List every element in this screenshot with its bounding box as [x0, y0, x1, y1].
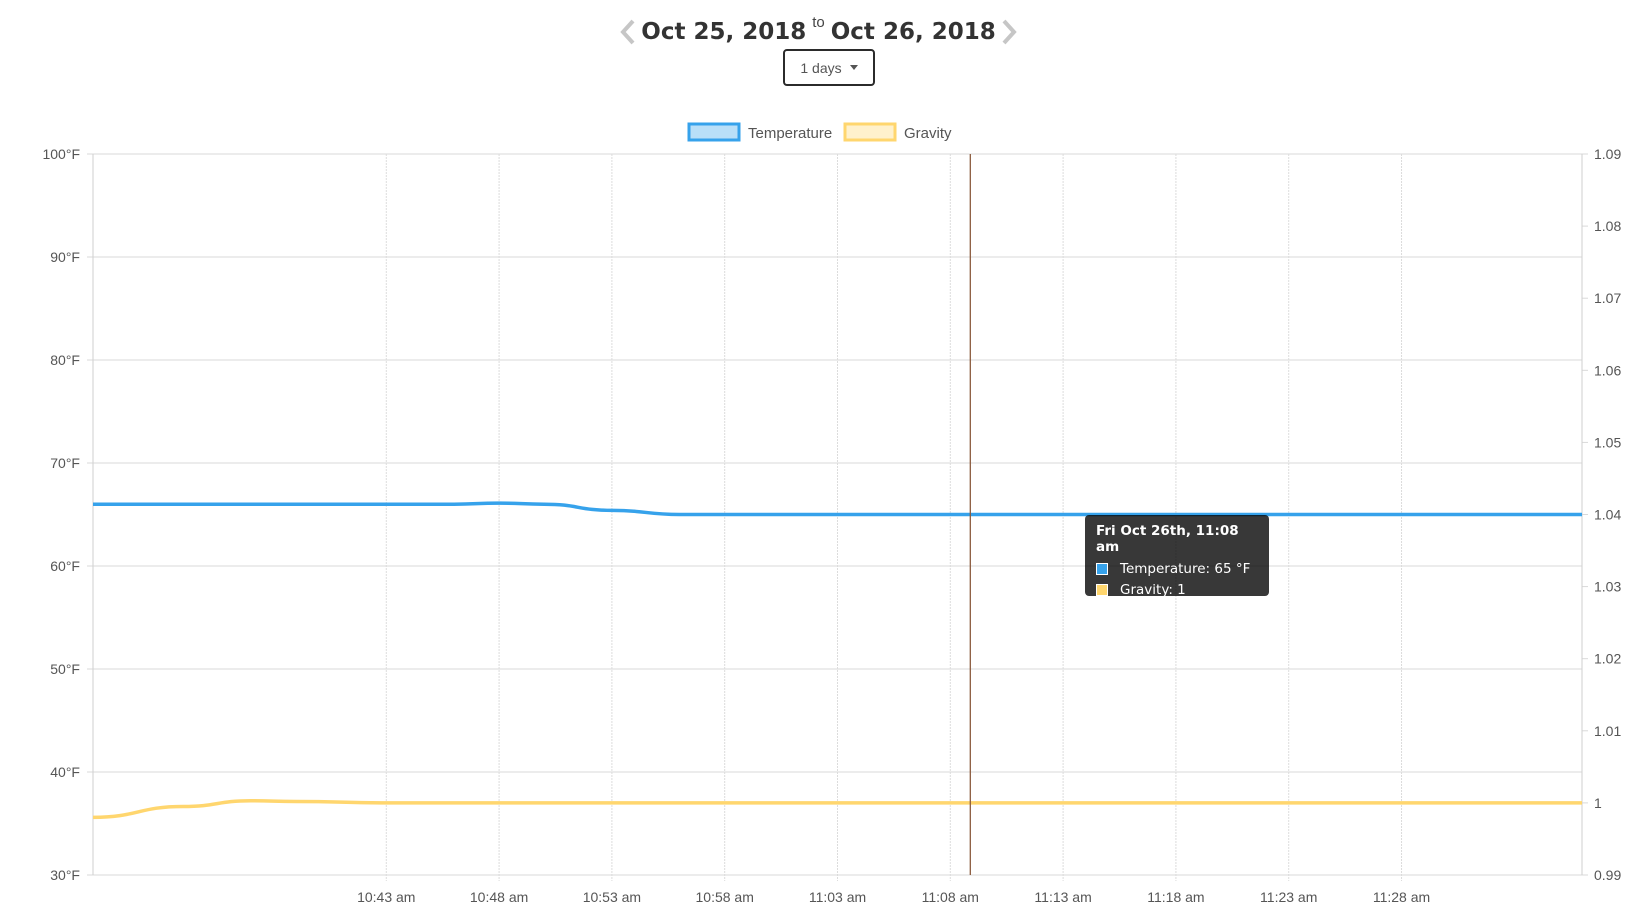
- y-right-tick-label: 0.99: [1594, 867, 1621, 883]
- series-line-gravity: [92, 798, 1582, 820]
- series-line-temperature: [93, 501, 1582, 517]
- y-left-tick-label: 80°F: [50, 352, 80, 368]
- range-dropdown-label: 1 days: [800, 59, 842, 76]
- y-right-tick-label: 1.04: [1594, 507, 1621, 523]
- tooltip-title: Fri Oct 26th, 11:08 am: [1096, 523, 1239, 555]
- y-right-tick-label: 1.02: [1594, 651, 1621, 667]
- caret-down-icon: [849, 65, 858, 70]
- y-left-tick-label: 100°F: [42, 146, 80, 162]
- y-right-tick-label: 1.01: [1594, 723, 1621, 739]
- tooltip-swatch-gravity: [1096, 584, 1108, 596]
- chart-tooltip: Fri Oct 26th, 11:08 am Temperature: 65 °…: [1085, 515, 1269, 598]
- tooltip-text-temperature: Temperature: 65 °F: [1120, 561, 1251, 577]
- x-tick-label: 10:58 am: [696, 889, 754, 905]
- x-tick-label: 11:18 am: [1147, 889, 1204, 905]
- range-dropdown-button[interactable]: 1 days: [783, 49, 875, 86]
- y-left-tick-label: 50°F: [50, 661, 80, 677]
- x-tick-label: 11:28 am: [1373, 889, 1430, 905]
- chevron-left-icon[interactable]: [615, 14, 641, 50]
- x-tick-label: 11:13 am: [1034, 889, 1091, 905]
- legend-swatch-gravity: [843, 122, 897, 142]
- y-left-tick-label: 40°F: [50, 764, 80, 780]
- end-date: Oct 26, 2018: [830, 19, 996, 45]
- y-left-tick-label: 30°F: [50, 867, 80, 883]
- y-left-tick-label: 60°F: [50, 558, 80, 574]
- legend-label-temperature: Temperature: [748, 125, 832, 142]
- x-tick-label: 10:48 am: [470, 889, 528, 905]
- tooltip-row-temperature: Temperature: 65 °F: [1096, 561, 1258, 577]
- y-left-tick-label: 90°F: [50, 249, 80, 265]
- x-tick-label: 11:08 am: [922, 889, 979, 905]
- y-right-tick-label: 1.05: [1594, 434, 1621, 450]
- start-date: Oct 25, 2018: [641, 19, 807, 45]
- tooltip-text-gravity: Gravity: 1: [1120, 582, 1186, 598]
- y-right-tick-label: 1: [1594, 795, 1602, 811]
- x-tick-label: 10:53 am: [583, 889, 641, 905]
- x-tick-label: 11:23 am: [1260, 889, 1317, 905]
- tooltip-swatch-temperature: [1096, 563, 1108, 575]
- legend-label-gravity: Gravity: [904, 125, 952, 142]
- date-range-header: Oct 25, 2018 to Oct 26, 2018: [0, 12, 1637, 52]
- tooltip-row-gravity: Gravity: 1: [1096, 582, 1258, 598]
- y-right-tick-label: 1.09: [1594, 146, 1621, 162]
- y-right-tick-label: 1.08: [1594, 218, 1621, 234]
- y-right-tick-label: 1.06: [1594, 362, 1621, 378]
- chevron-right-icon[interactable]: [996, 14, 1022, 50]
- x-tick-label: 11:03 am: [809, 889, 866, 905]
- x-tick-label: 10:43 am: [357, 889, 415, 905]
- y-left-tick-label: 70°F: [50, 455, 80, 471]
- y-right-tick-label: 1.07: [1594, 290, 1621, 306]
- to-label: to: [812, 13, 825, 31]
- legend-swatch-temperature: [687, 122, 741, 142]
- y-right-tick-label: 1.03: [1594, 579, 1621, 595]
